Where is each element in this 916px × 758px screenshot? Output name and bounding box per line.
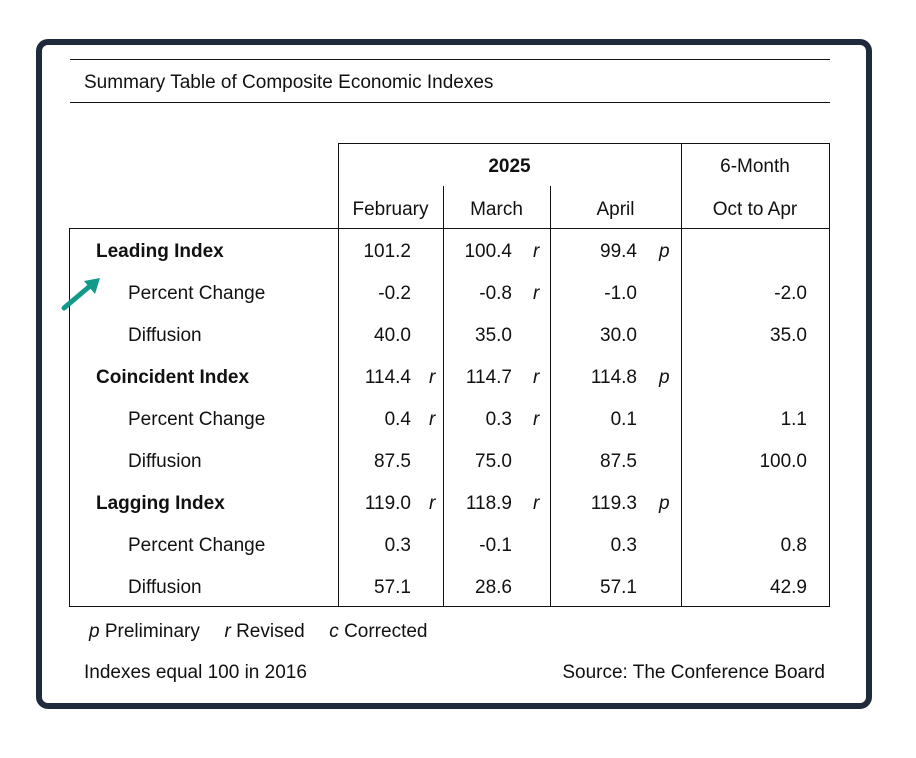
legend: p Preliminary r Revised c Corrected — [89, 621, 427, 643]
flag-apr: p — [659, 367, 670, 388]
year-header: 2025 — [488, 156, 531, 177]
month-header-feb: February — [352, 199, 429, 220]
cell-feb: -0.2 — [378, 283, 411, 304]
table-title: Summary Table of Composite Economic Inde… — [84, 72, 494, 93]
cell-six-month: 1.1 — [780, 409, 807, 430]
cell-feb: 0.4 — [384, 409, 411, 430]
flag-feb: r — [429, 367, 436, 388]
cell-feb: 40.0 — [374, 325, 411, 346]
cell-six-month: 100.0 — [759, 451, 807, 472]
arrow-up-right-icon — [61, 278, 100, 311]
legend-c-text: Corrected — [344, 621, 428, 642]
cell-feb: 114.4 — [364, 367, 411, 388]
header-bottom-line — [69, 228, 830, 229]
base-year-note: Indexes equal 100 in 2016 — [84, 662, 307, 683]
legend-r-mark: r — [224, 621, 231, 642]
row-label: Leading Index — [96, 241, 224, 262]
title-rule-bottom — [70, 102, 830, 103]
cell-feb: 57.1 — [374, 577, 411, 598]
cell-six-month: -2.0 — [774, 283, 807, 304]
cell-mar: 100.4 — [464, 241, 512, 262]
col-divider-feb — [443, 186, 444, 607]
month-header-apr: April — [596, 199, 635, 220]
table-left-border — [69, 228, 70, 607]
flag-mar: r — [533, 241, 540, 262]
row-label: Percent Change — [128, 409, 266, 430]
cell-six-month: 35.0 — [770, 325, 807, 346]
flag-feb: r — [429, 409, 436, 430]
row-label: Diffusion — [128, 325, 202, 346]
cell-apr: 114.8 — [590, 367, 637, 388]
table-frame — [36, 39, 872, 709]
legend-c-mark: c — [329, 621, 339, 642]
flag-mar: r — [533, 493, 540, 514]
cell-apr: 30.0 — [600, 325, 637, 346]
cell-mar: 35.0 — [475, 325, 512, 346]
flag-mar: r — [533, 283, 540, 304]
row-label: Percent Change — [128, 535, 266, 556]
cell-six-month: 42.9 — [770, 577, 807, 598]
cell-apr: 0.1 — [610, 409, 637, 430]
cell-mar: -0.1 — [479, 535, 512, 556]
flag-apr: p — [659, 241, 670, 262]
cell-mar: 118.9 — [465, 493, 512, 514]
cell-six-month: 0.8 — [780, 535, 807, 556]
cell-mar: 0.3 — [485, 409, 512, 430]
source-note: Source: The Conference Board — [562, 662, 825, 683]
title-rule-top — [70, 59, 830, 60]
legend-r-text: Revised — [236, 621, 305, 642]
legend-p-text: Preliminary — [104, 621, 200, 642]
col-divider-label — [338, 143, 339, 607]
cell-feb: 0.3 — [384, 535, 411, 556]
cell-feb: 101.2 — [363, 241, 411, 262]
range-header: Oct to Apr — [712, 199, 798, 220]
col-divider-mar — [550, 186, 551, 607]
table-bottom-line — [69, 606, 830, 607]
six-month-header: 6-Month — [720, 156, 790, 177]
row-label: Diffusion — [128, 451, 202, 472]
cell-apr: 87.5 — [600, 451, 637, 472]
cell-apr: 99.4 — [600, 241, 637, 262]
row-label: Percent Change — [128, 283, 266, 304]
flag-feb: r — [429, 493, 436, 514]
cell-mar: 75.0 — [475, 451, 512, 472]
legend-p-mark: p — [89, 621, 100, 642]
cell-apr: 0.3 — [610, 535, 637, 556]
cell-mar: -0.8 — [479, 283, 512, 304]
flag-mar: r — [533, 367, 540, 388]
row-label: Diffusion — [128, 577, 202, 598]
cell-apr: -1.0 — [604, 283, 637, 304]
col-divider-apr — [681, 143, 682, 607]
cell-mar: 28.6 — [475, 577, 512, 598]
table-right-border — [829, 143, 830, 607]
row-label: Coincident Index — [96, 367, 250, 388]
flag-apr: p — [659, 493, 670, 514]
cell-feb: 87.5 — [374, 451, 411, 472]
cell-feb: 119.0 — [364, 493, 411, 514]
cell-apr: 119.3 — [590, 493, 637, 514]
cell-mar: 114.7 — [465, 367, 512, 388]
row-label: Lagging Index — [96, 493, 225, 514]
month-header-mar: March — [470, 199, 523, 220]
cell-apr: 57.1 — [600, 577, 637, 598]
header-top-line — [338, 143, 830, 144]
flag-mar: r — [533, 409, 540, 430]
